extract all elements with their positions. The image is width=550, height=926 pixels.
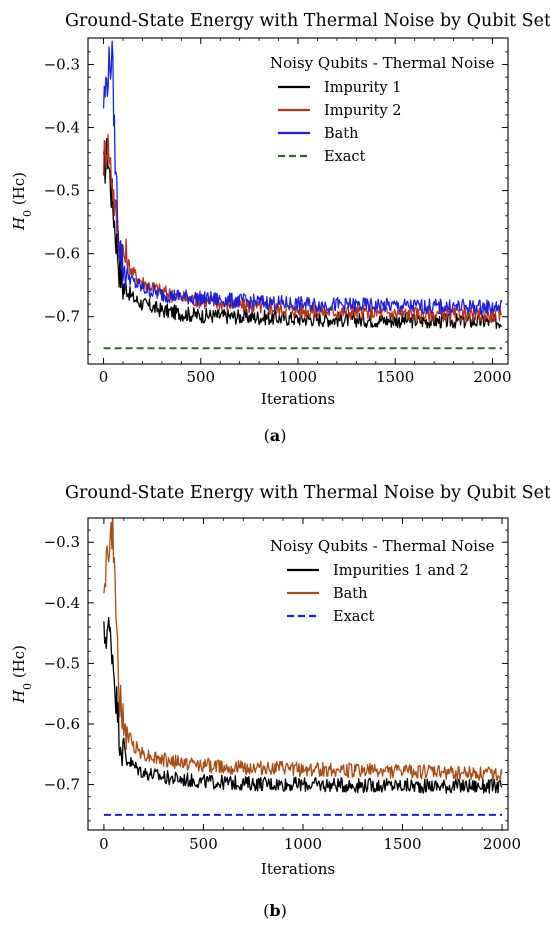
chart-a: Ground-State Energy with Thermal Noise b… <box>10 11 550 408</box>
y-axis-label-main: H <box>10 216 28 231</box>
y-tick-label: −0.7 <box>44 308 80 326</box>
caption-a: (a) <box>263 426 287 445</box>
y-tick-label: −0.5 <box>44 182 80 200</box>
y-axis-label-main: H <box>10 689 28 704</box>
x-tick-label: 500 <box>189 835 218 853</box>
chart-title: Ground-State Energy with Thermal Noise b… <box>65 11 550 31</box>
x-tick-label: 1000 <box>284 835 322 853</box>
series-group <box>102 40 503 350</box>
series-line-bath <box>102 40 503 316</box>
x-tick-label: 1500 <box>376 368 414 386</box>
plot-frame <box>87 517 509 831</box>
legend-title: Noisy Qubits - Thermal Noise <box>270 537 495 555</box>
legend-label: Exact <box>333 609 375 625</box>
chart-b: Ground-State Energy with Thermal Noise b… <box>10 483 550 878</box>
y-axis-label: H0 (Hc) <box>10 645 34 704</box>
legend-label: Impurity 1 <box>324 80 402 96</box>
y-axis-label: H0 (Hc) <box>10 172 34 231</box>
chart-panel-b: Ground-State Energy with Thermal Noise b… <box>0 463 550 926</box>
x-tick-label: 1500 <box>383 835 421 853</box>
x-tick-label: 2000 <box>483 835 521 853</box>
chart-panel-a: Ground-State Energy with Thermal Noise b… <box>10 11 550 445</box>
y-tick-label: −0.7 <box>44 776 80 794</box>
y-tick-label: −0.4 <box>44 594 80 612</box>
legend-label: Bath <box>333 586 367 602</box>
x-axis-label: Iterations <box>261 390 335 408</box>
y-tick-label: −0.3 <box>44 55 80 73</box>
y-tick-label: −0.6 <box>44 245 80 263</box>
caption-b: (b) <box>263 901 287 920</box>
y-axis-label-sub: 0 <box>21 683 34 690</box>
y-axis-label-unit: (Hc) <box>10 645 28 683</box>
chart-title: Ground-State Energy with Thermal Noise b… <box>65 483 550 503</box>
x-tick-label: 2000 <box>473 368 511 386</box>
legend-label: Impurities 1 and 2 <box>333 563 469 579</box>
y-axis-label-unit: (Hc) <box>10 172 28 210</box>
y-axis-label-sub: 0 <box>21 210 34 217</box>
y-tick-label: −0.4 <box>44 119 80 137</box>
x-tick-label: 0 <box>99 835 109 853</box>
x-tick-label: 500 <box>186 368 215 386</box>
legend-label: Impurity 2 <box>324 103 402 119</box>
series-line-impurity-1 <box>102 137 502 329</box>
series-line-bath <box>103 518 503 782</box>
y-tick-label: −0.5 <box>44 654 80 672</box>
x-tick-label: 0 <box>99 368 109 386</box>
x-axis-label: Iterations <box>261 860 335 878</box>
y-tick-label: −0.3 <box>44 533 80 551</box>
y-tick-label: −0.6 <box>44 715 80 733</box>
legend-label: Exact <box>324 149 366 165</box>
legend-title: Noisy Qubits - Thermal Noise <box>270 54 495 72</box>
legend-label: Bath <box>324 126 358 142</box>
x-tick-label: 1000 <box>279 368 317 386</box>
series-group <box>103 518 503 816</box>
series-line-impurities-1-and-2 <box>103 617 503 794</box>
